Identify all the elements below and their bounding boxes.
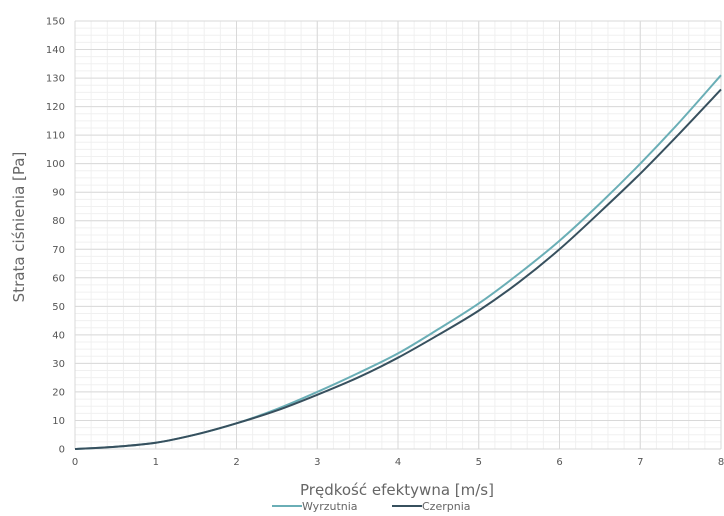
y-axis-ticks: 0 10 20 30 40 50 60 70 80 90 100 110 120 130 140 150 bbox=[46, 17, 65, 456]
y-tick-label: 60 bbox=[52, 273, 65, 284]
y-tick-label: 70 bbox=[52, 245, 65, 256]
y-tick-label: 110 bbox=[46, 131, 65, 142]
x-tick-label: 1 bbox=[153, 457, 159, 468]
x-axis-ticks: 0 1 2 3 4 5 6 7 8 bbox=[72, 457, 724, 468]
y-tick-label: 30 bbox=[52, 359, 65, 370]
x-tick-label: 2 bbox=[233, 457, 239, 468]
x-tick-label: 5 bbox=[476, 457, 482, 468]
x-axis-label: Prędkość efektywna [m/s] bbox=[300, 481, 494, 499]
y-axis-label: Strata ciśnienia [Pa] bbox=[10, 152, 28, 303]
y-tick-label: 100 bbox=[46, 159, 65, 170]
x-tick-label: 3 bbox=[314, 457, 320, 468]
y-tick-label: 140 bbox=[46, 45, 65, 56]
y-tick-label: 10 bbox=[52, 416, 65, 427]
y-tick-label: 120 bbox=[46, 102, 65, 113]
y-tick-label: 50 bbox=[52, 302, 65, 313]
x-tick-label: 7 bbox=[637, 457, 643, 468]
y-tick-label: 90 bbox=[52, 188, 65, 199]
legend-label: Wyrzutnia bbox=[302, 500, 358, 513]
y-tick-label: 20 bbox=[52, 387, 65, 398]
x-tick-label: 6 bbox=[556, 457, 562, 468]
y-tick-label: 40 bbox=[52, 330, 65, 341]
y-tick-label: 150 bbox=[46, 17, 65, 28]
x-tick-label: 0 bbox=[72, 457, 78, 468]
x-tick-label: 8 bbox=[718, 457, 724, 468]
x-tick-label: 4 bbox=[395, 457, 401, 468]
y-tick-label: 130 bbox=[46, 74, 65, 85]
y-tick-label: 0 bbox=[59, 445, 65, 456]
legend: Wyrzutnia Czerpnia bbox=[272, 500, 471, 513]
legend-label: Czerpnia bbox=[422, 500, 471, 513]
y-tick-label: 80 bbox=[52, 216, 65, 227]
